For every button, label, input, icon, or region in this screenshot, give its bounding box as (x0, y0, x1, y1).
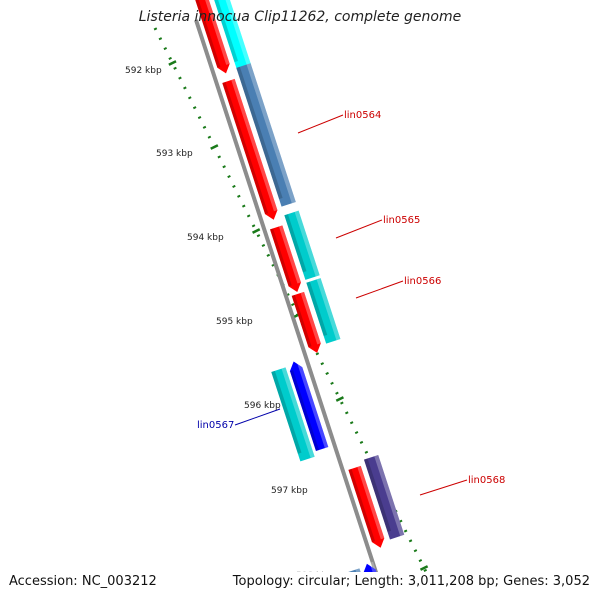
topology-value: circular (297, 574, 346, 589)
genome-stats: Topology: circular; Length: 3,011,208 bp… (232, 574, 590, 589)
ruler-major-tick (210, 144, 219, 150)
gene-label-lin0566[interactable]: lin0566 (404, 276, 441, 287)
ruler-major-tick (335, 396, 344, 402)
tick-label-596: 596 kbp (244, 401, 281, 411)
tick-label-594: 594 kbp (187, 233, 224, 243)
ruler-major-tick (168, 60, 177, 66)
gene-feature-lin0567[interactable] (271, 367, 315, 462)
cds-feature-lin0566[interactable] (291, 291, 324, 355)
gene-feature-1[interactable] (212, 0, 252, 70)
tick-label-595: 595 kbp (216, 317, 253, 327)
ruler-major-tick (419, 565, 429, 571)
accession-value: NC_003212 (81, 574, 157, 589)
gene-feature-lin0564[interactable] (236, 63, 296, 207)
gene-label-lin0567[interactable]: lin0567 (197, 420, 234, 431)
cds-feature-1[interactable] (195, 0, 232, 75)
tick-label-598: 598 kbp (296, 571, 333, 581)
length-label: Length: (354, 574, 404, 589)
tick-label-597: 597 kbp (271, 486, 308, 496)
leader-lin0565 (335, 219, 383, 239)
gene-feature-lin0568[interactable] (363, 454, 405, 540)
cds-feature-lin0565[interactable] (270, 225, 303, 294)
gene-features (195, 0, 405, 572)
gene-label-lin0565[interactable]: lin0565 (383, 215, 420, 226)
cds-feature-lin0564[interactable] (222, 78, 280, 222)
cds-feature-lin0568[interactable] (348, 465, 386, 550)
gene-feature-lin0566[interactable] (306, 278, 341, 344)
leader-lin0567 (234, 408, 281, 426)
leader-lin0568 (419, 479, 468, 496)
genes-label: Genes: (503, 574, 549, 589)
length-value: 3,011,208 bp (407, 574, 495, 589)
tick-label-592: 592 kbp (125, 66, 162, 76)
gene-label-lin0568[interactable]: lin0568 (468, 475, 505, 486)
accession-label: Accession: (9, 574, 78, 589)
label-leaders (234, 114, 468, 496)
cds-feature-lin0567[interactable] (287, 359, 329, 452)
tick-label-593: 593 kbp (156, 149, 193, 159)
genes-value: 3,052 (552, 574, 590, 589)
map-title: Listeria innocua Clip11262, complete gen… (138, 9, 462, 25)
leader-lin0564 (297, 114, 344, 134)
ruler-major-tick (252, 228, 261, 234)
gene-label-lin0564[interactable]: lin0564 (344, 110, 381, 121)
accession-info: Accession: NC_003212 (9, 574, 157, 589)
gene-feature-lin0565[interactable] (284, 210, 320, 280)
leader-lin0566 (355, 280, 404, 299)
genome-backbone (194, 19, 378, 572)
topology-label: Topology: (232, 574, 294, 589)
